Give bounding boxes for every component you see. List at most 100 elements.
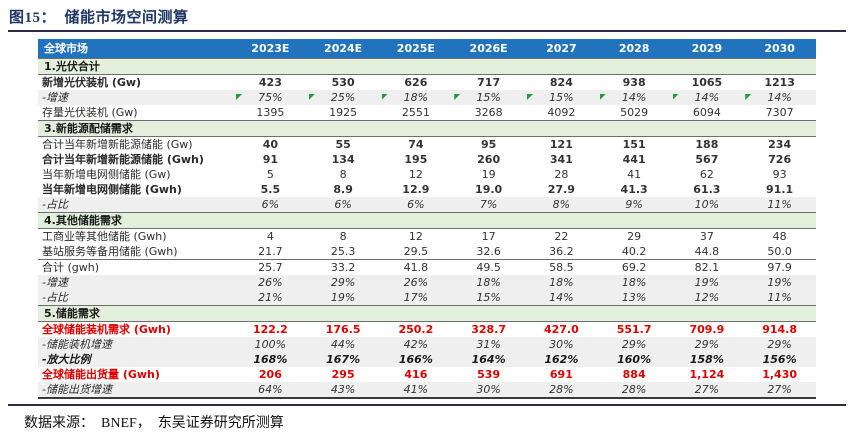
value-text: 55	[335, 138, 351, 151]
section-label: 5.储能需求	[38, 305, 816, 322]
column-header-2023E: 2023E	[234, 39, 307, 59]
section-label: 1.光伏合计	[38, 58, 816, 75]
value-cell: 14%	[597, 90, 671, 105]
value-text: 427.0	[543, 323, 579, 336]
value-text: 156%	[762, 353, 797, 366]
value-cell: 28	[525, 167, 598, 182]
value-cell: 43%	[306, 382, 380, 398]
value-text: 19%	[694, 276, 720, 289]
value-text: 41%	[403, 383, 429, 396]
value-text: 567	[695, 153, 719, 166]
value-text: 15%	[549, 91, 574, 104]
value-cell: 100%	[234, 337, 307, 352]
value-text: 6%	[334, 198, 352, 211]
green-corner-triangle-icon	[454, 94, 461, 100]
value-text: 12	[408, 168, 423, 181]
value-cell: 234	[743, 137, 816, 153]
value-text: 33.2	[330, 261, 356, 274]
value-text: 160%	[617, 353, 652, 366]
value-text: 691	[549, 368, 573, 381]
value-text: 151	[622, 138, 646, 151]
value-text: 10%	[694, 198, 720, 211]
value-text: 121	[549, 138, 573, 151]
value-text: 176.5	[325, 323, 361, 336]
row-label: 工商业等其他储能 (Gwh)	[42, 230, 167, 243]
value-cell: 40	[234, 137, 307, 153]
section-row: 1.光伏合计	[38, 58, 816, 75]
value-text: 167%	[326, 353, 361, 366]
section-row: 5.储能需求	[38, 305, 816, 322]
green-corner-triangle-icon	[236, 94, 242, 100]
value-text: 8	[339, 230, 347, 243]
row-label: 全球储能装机需求 (Gwh)	[42, 323, 171, 336]
row-label: 合计 (gwh)	[38, 259, 234, 275]
value-text: 914.8	[762, 323, 798, 336]
value-cell: 166%	[379, 352, 453, 367]
value-text: 341	[549, 153, 573, 166]
value-text: 824	[549, 76, 573, 89]
value-text: 8	[339, 168, 347, 181]
value-text: 91	[262, 153, 279, 166]
value-cell: 26%	[379, 275, 453, 290]
value-text: 2551	[401, 106, 430, 119]
value-text: 551.7	[616, 323, 652, 336]
value-cell: 74	[380, 137, 453, 153]
value-text: 41	[627, 168, 642, 181]
value-text: 260	[477, 153, 501, 166]
value-cell: 15%	[452, 90, 525, 105]
value-text: 7307	[765, 106, 794, 119]
value-cell: 884	[598, 367, 671, 382]
value-text: 195	[404, 153, 428, 166]
value-text: 162%	[544, 353, 579, 366]
value-cell: 48	[743, 229, 816, 245]
value-text: 62	[699, 168, 714, 181]
figure-title: 图15： 储能市场空间测算	[9, 10, 189, 26]
value-text: 717	[477, 76, 501, 89]
value-cell: 30%	[452, 382, 525, 398]
value-cell: 3268	[452, 105, 525, 121]
value-text: 5.5	[260, 183, 281, 196]
value-cell: 1,430	[743, 367, 816, 382]
value-cell: 717	[452, 75, 525, 91]
value-text: 19%	[330, 291, 356, 304]
row-label: 基站服务等备用储能 (Gwh)	[42, 245, 178, 258]
value-text: 14%	[549, 291, 574, 304]
value-cell: 28%	[597, 382, 671, 398]
value-text: 5	[266, 168, 274, 181]
value-cell: 122.2	[234, 322, 307, 338]
value-cell: 14%	[525, 290, 598, 306]
value-cell: 5029	[598, 105, 671, 121]
value-cell: 27.9	[525, 182, 598, 197]
value-cell: 295	[307, 367, 380, 382]
value-cell: 260	[452, 152, 525, 167]
value-cell: 97.9	[743, 259, 816, 275]
column-header-2025E: 2025E	[379, 39, 453, 59]
value-cell: 44%	[306, 337, 380, 352]
value-text: 19.0	[475, 183, 503, 196]
column-header-2030: 2030	[743, 39, 816, 59]
value-cell: 5.5	[234, 182, 307, 197]
value-cell: 1213	[743, 75, 816, 91]
value-cell: 95	[452, 137, 525, 153]
table-header-row: 全球市场 2023E 2024E 2025E 2026E 2027 2028 2029 203…	[38, 39, 816, 59]
value-text: 6%	[261, 198, 280, 211]
value-text: 17%	[403, 291, 429, 304]
value-text: 29.5	[403, 245, 429, 258]
value-cell: 91.1	[743, 182, 816, 197]
value-cell: 28%	[525, 382, 598, 398]
value-cell: 19	[452, 167, 525, 182]
value-text: 97.9	[767, 261, 792, 274]
value-cell: 12.9	[380, 182, 453, 197]
row-label: -占比	[38, 290, 234, 306]
table-row: -储能出货增速 64% 43% 41% 30% 28% 28% 27% 27%	[38, 382, 816, 398]
value-text: 11%	[767, 291, 792, 304]
value-cell: 8	[307, 167, 380, 182]
value-cell: 18%	[597, 275, 671, 290]
value-cell: 151	[598, 137, 671, 153]
value-text: 95	[480, 138, 497, 151]
value-cell: 29%	[306, 275, 380, 290]
value-text: 42%	[403, 338, 429, 351]
value-cell: 42%	[379, 337, 453, 352]
data-source-note: 数据来源： BNEF， 东吴证券研究所测算	[24, 416, 284, 431]
